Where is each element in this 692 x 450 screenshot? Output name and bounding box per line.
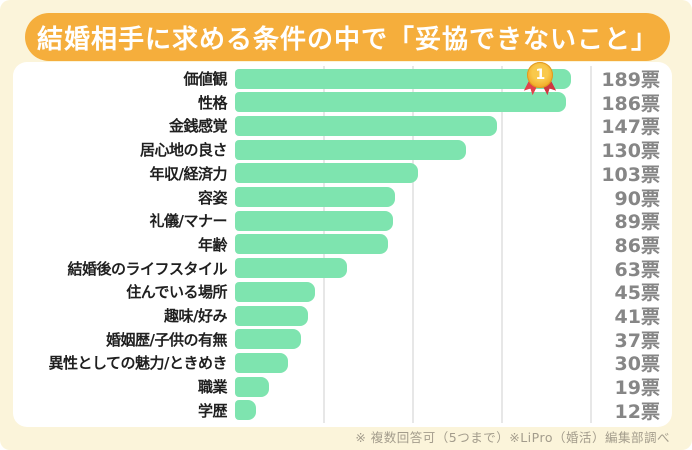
category-label: 金銭感覚	[168, 117, 228, 136]
gridline	[501, 66, 503, 423]
category-label: 居心地の良さ	[139, 141, 228, 160]
value-label: 63票	[614, 258, 660, 281]
bar-row: 異性としての魅力/ときめき 30票	[13, 352, 672, 376]
category-label: 結婚後のライフスタイル	[67, 259, 227, 278]
bar	[235, 305, 308, 326]
page-title: 結婚相手に求める条件の中で「妥協できないこと」	[36, 24, 658, 55]
title-banner: 結婚相手に求める条件の中で「妥協できないこと」	[25, 13, 670, 61]
chart-panel: 価値観 1 189票 性格 186票 金銭感覚 147票 居心地の良さ 130票 年収/経済力 10…	[13, 61, 672, 427]
value-label: 90票	[614, 187, 660, 210]
bar-track	[235, 305, 591, 326]
value-label: 37票	[614, 329, 660, 352]
value-label: 86票	[614, 234, 660, 257]
bar-track	[235, 400, 591, 421]
bar-row: 価値観 1 189票	[13, 61, 672, 91]
bar-row: 居心地の良さ 130票	[13, 139, 672, 163]
bar	[235, 352, 289, 373]
category-label: 異性としての魅力/ときめき	[48, 354, 227, 373]
bar	[235, 376, 269, 397]
bar	[235, 115, 497, 136]
category-label: 住んでいる場所	[126, 283, 227, 302]
bar-row: 性格 186票	[13, 92, 672, 115]
bar	[235, 139, 467, 160]
gridline	[590, 66, 592, 423]
bar-track	[235, 187, 591, 208]
category-label: 価値観	[183, 70, 227, 88]
bar-row: 年齢 86票	[13, 234, 672, 257]
bar-row: 礼儀/マナー 89票	[13, 210, 672, 234]
bar-track	[235, 234, 591, 255]
bar-row: 婚姻歴/子供の有無 37票	[13, 329, 672, 352]
bar-track	[235, 92, 591, 113]
bar-row: 趣味/好み 41票	[13, 305, 672, 329]
bar-row: 住んでいる場所 45票	[13, 281, 672, 305]
bar-chart: 価値観 1 189票 性格 186票 金銭感覚 147票 居心地の良さ 130票 年収/経済力 10…	[13, 61, 672, 423]
value-label: 12票	[614, 400, 660, 423]
bar-track	[235, 352, 591, 373]
bar	[235, 281, 316, 302]
medal-rank-number: 1	[535, 66, 546, 83]
value-label: 189票	[601, 69, 660, 91]
bar	[235, 210, 394, 231]
footnote: ※ 複数回答可（5つまで）※LiPro（婚活）編集部調べ	[355, 430, 670, 445]
bar-track	[235, 115, 591, 136]
bar-track	[235, 329, 591, 350]
bar-track	[235, 281, 591, 302]
category-label: 年収/経済力	[149, 164, 228, 183]
rank-1-medal-icon: 1	[527, 61, 554, 88]
bar-track: 1	[235, 61, 591, 89]
bar	[235, 400, 257, 421]
bar-track	[235, 139, 591, 160]
bar-row: 容姿 90票	[13, 187, 672, 210]
value-label: 30票	[614, 353, 660, 376]
value-label: 103票	[601, 163, 660, 186]
category-label: 婚姻歴/子供の有無	[106, 330, 227, 349]
bar	[235, 258, 348, 279]
category-label: 趣味/好み	[164, 307, 227, 326]
gridline	[412, 66, 414, 423]
bar-track	[235, 163, 591, 184]
first-place-medal: 1	[527, 61, 554, 102]
bar-track	[235, 258, 591, 279]
category-label: 職業	[197, 378, 228, 397]
bar-track	[235, 376, 591, 397]
bar	[235, 329, 301, 350]
bar	[235, 92, 567, 113]
bar-row: 職業 19票	[13, 376, 672, 400]
bar-row: 学歴 12票	[13, 400, 672, 423]
value-label: 89票	[614, 211, 660, 234]
value-label: 130票	[601, 140, 660, 163]
value-label: 186票	[601, 92, 660, 115]
bar	[235, 234, 389, 255]
category-label: 礼儀/マナー	[149, 212, 228, 231]
category-label: 容姿	[197, 188, 228, 207]
value-label: 19票	[614, 377, 660, 400]
bar	[235, 187, 396, 208]
bar-row: 結婚後のライフスタイル 63票	[13, 258, 672, 281]
bar	[235, 163, 419, 184]
bar-row: 金銭感覚 147票	[13, 115, 672, 139]
bar-row: 年収/経済力 103票	[13, 163, 672, 186]
category-label: 性格	[197, 93, 228, 112]
value-label: 45票	[614, 282, 660, 305]
category-label: 学歴	[197, 401, 228, 420]
bar: 1	[235, 61, 572, 89]
value-label: 41票	[614, 306, 660, 329]
category-label: 年齢	[197, 235, 228, 254]
value-label: 147票	[601, 116, 660, 139]
bar-track	[235, 210, 591, 231]
